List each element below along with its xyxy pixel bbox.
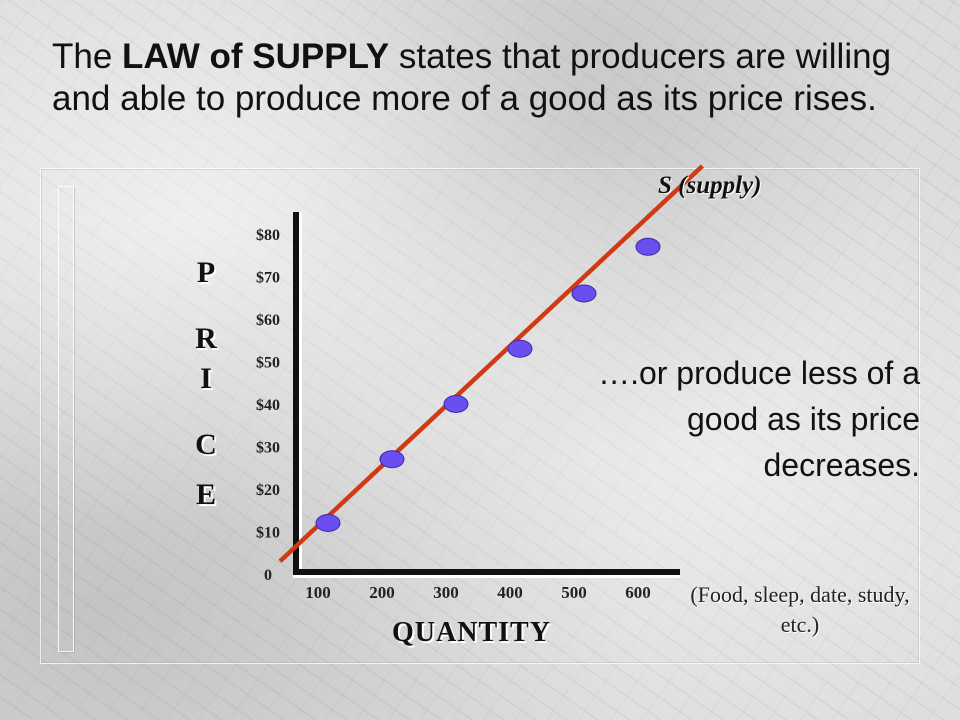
supply-point (571, 284, 597, 303)
y-tick-label: $70 (256, 270, 280, 287)
x-tick-label: 100 (305, 583, 331, 602)
x-tick-label: 400 (497, 583, 523, 602)
supply-point (379, 450, 405, 469)
side-note: ….or produce less of a good as its price… (598, 355, 920, 483)
price-letter-c: C (195, 428, 217, 461)
y-tick-label: 0 (264, 567, 272, 584)
headline-rest: states that producers are willing and ab… (52, 37, 892, 118)
supply-point (443, 395, 469, 413)
headline-prefix: The (52, 37, 123, 76)
y-tick-label: $80 (256, 227, 280, 244)
x-tick-label: 600 (625, 583, 651, 602)
x-axis-title: QUANTITY (392, 617, 551, 648)
price-letter-i: I (200, 362, 212, 395)
price-letter-r: R (195, 322, 217, 355)
x-tick-label: 200 (369, 583, 395, 602)
examples-note: (Food, sleep, date, study, etc.) (690, 582, 910, 637)
headline: The LAW of SUPPLY states that producers … (52, 36, 952, 120)
y-tick-label: $30 (256, 440, 280, 457)
y-tick-label: $10 (256, 525, 280, 542)
content-frame (40, 168, 920, 664)
headline-law-of-supply: LAW of SUPPLY (122, 37, 390, 76)
x-tick-label: 500 (561, 583, 587, 602)
supply-curve-label: S (supply) (658, 172, 762, 199)
decorative-side-bar (58, 186, 74, 652)
price-letter-p: P (196, 256, 216, 289)
supply-point (635, 237, 661, 256)
y-tick-label: $50 (256, 355, 280, 372)
supply-point (507, 339, 533, 358)
supply-line (278, 164, 704, 563)
supply-point (315, 514, 341, 532)
y-tick-label: $40 (256, 397, 280, 414)
y-tick-label: $60 (256, 312, 280, 329)
x-tick-label: 300 (433, 583, 459, 602)
y-tick-label: $20 (256, 482, 280, 499)
price-letter-e: E (195, 478, 216, 511)
